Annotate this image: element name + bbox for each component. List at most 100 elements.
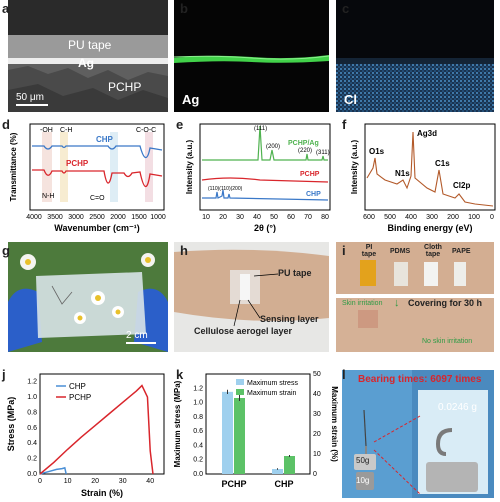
- panel-k-y2tick: 50: [313, 371, 321, 378]
- panel-k-legend: Maximum stress Maximum strain: [236, 379, 298, 397]
- panel-j-series-group: [39, 384, 154, 475]
- panel-c-eds-art: [336, 58, 494, 112]
- panel-j-xtick: 40: [146, 478, 154, 485]
- panel-b-letter: b: [180, 1, 188, 16]
- panel-d-xlabel: Wavenumber (cm⁻¹): [54, 223, 139, 233]
- panel-a-pu-label: PU tape: [68, 38, 112, 52]
- panel-d-letter: d: [2, 117, 10, 132]
- panel-k-bar-pchp-stress: [222, 391, 233, 474]
- panel-f-ag3d: Ag3d: [417, 129, 437, 138]
- panel-k-bars-group: [222, 389, 295, 474]
- panel-j-legend-chp: CHP: [69, 382, 86, 391]
- panel-d-coc-label: C-O-C: [136, 127, 156, 134]
- panel-k-y2tick: 30: [313, 411, 321, 418]
- panel-i-irritation-label: Skin irritation: [342, 300, 383, 307]
- panel-a-ag-label: Ag: [78, 56, 94, 70]
- panel-h-aerogel-label: Cellulose aerogel layer: [194, 326, 293, 336]
- panel-f-xlabel: Binding energy (eV): [387, 223, 472, 233]
- panel-k-ytick: 1.0: [193, 400, 203, 407]
- panel-l-weight-label: 0.0246 g: [438, 402, 477, 413]
- panel-k-ylabel2: Maximum strain (%): [330, 386, 338, 462]
- panel-h-photo: PU tape Sensing layer Cellulose aerogel …: [174, 242, 329, 352]
- panel-i-arrow: ↓: [394, 297, 400, 309]
- panel-j-y-ticks: 0.0 0.2 0.4 0.6 0.8 1.0 1.2: [27, 379, 37, 478]
- panel-e-pchp-legend: PCHP: [300, 171, 320, 178]
- panel-e-tick: 50: [270, 214, 278, 221]
- panel-i-photo-art: [336, 242, 494, 352]
- panel-a-letter: a: [2, 1, 10, 16]
- panel-d-co-label: C=O: [90, 195, 105, 202]
- panel-k-y2tick: 0: [313, 471, 317, 478]
- panel-j-ytick: 0.8: [27, 410, 37, 417]
- panel-a-sem-image: PU tape Ag PCHP 50 μm: [8, 0, 168, 112]
- panel-k-bar-chp-stress: [272, 469, 283, 474]
- panel-g-scale-bar: [126, 342, 156, 344]
- panel-d-tick: 4000: [26, 214, 42, 221]
- panel-j-letter: j: [2, 367, 6, 382]
- panel-f-o1s: O1s: [369, 147, 385, 156]
- panel-k-ytick: 0.4: [193, 442, 203, 449]
- panel-c-cl-label: Cl: [344, 92, 357, 107]
- panel-k-ytick: 0.0: [193, 471, 203, 478]
- panel-e-p311: (311): [316, 150, 330, 156]
- panel-e-xlabel: 2θ (°): [254, 223, 276, 233]
- panel-f-tick: 300: [426, 214, 438, 221]
- panel-i-cloth-label: Cloth tape: [424, 244, 442, 258]
- panel-j-xtick: 30: [119, 478, 127, 485]
- panel-f-c1s: C1s: [435, 159, 450, 168]
- panel-h-photo-art: [174, 242, 329, 352]
- panel-j-ytick: 0.2: [27, 456, 37, 463]
- panel-j-ylabel: Stress (MPa): [6, 397, 16, 452]
- panel-e-tick: 70: [304, 214, 312, 221]
- panel-j-xtick: 0: [38, 478, 42, 485]
- panel-g-letter: g: [2, 243, 10, 258]
- panel-g-scale-label: 2 cm: [126, 330, 148, 341]
- panel-d-ch-label: C-H: [60, 127, 72, 134]
- panel-k-y2tick: 40: [313, 391, 321, 398]
- panel-f-n1s: N1s: [395, 169, 410, 178]
- panel-d-ftir-chart: -OH C-H C-O-C CHP PCHP N-H C=O 4000 3500…: [9, 123, 166, 233]
- panel-c-letter: c: [342, 1, 350, 16]
- panel-e-tick: 80: [321, 214, 329, 221]
- panel-g-photo-art: [8, 242, 168, 352]
- panel-a-scale-bar: [16, 104, 48, 106]
- panel-k-letter: k: [176, 367, 184, 382]
- panel-i-noirritation-label: No skin irritation: [422, 338, 473, 345]
- panel-e-tick: 10: [202, 214, 210, 221]
- panel-k-y2tick: 10: [313, 451, 321, 458]
- panel-k-bar-pchp-strain: [234, 398, 245, 474]
- panel-k-bar-chart: Maximum stress Maximum strain 0.0 0.2 0.…: [173, 371, 338, 489]
- panel-i-pape-label: PAPE: [452, 248, 471, 255]
- panel-a-pchp-label: PCHP: [108, 80, 142, 94]
- panel-j-series-chp: [39, 466, 67, 475]
- panel-k-cat-chp: CHP: [274, 479, 293, 489]
- panel-d-tick: 3000: [68, 214, 84, 221]
- panel-j-ytick: 0.4: [27, 440, 37, 447]
- panel-l-w50: 50g: [356, 456, 370, 465]
- panel-f-ylabel: Intensity (a.u.): [350, 140, 359, 195]
- panel-e-p111: (111): [254, 126, 267, 132]
- panel-i-pi-label: PI tape: [361, 244, 377, 258]
- panel-k-ytick: 0.6: [193, 428, 203, 435]
- panel-f-xps-chart: O1s Ag3d N1s C1s Cl2p 600 500 400 300 20…: [350, 123, 496, 233]
- panel-b-ag-label: Ag: [182, 92, 200, 107]
- panel-f-x-ticks: 600 500 400 300 200 100 0: [363, 214, 494, 221]
- panel-l-bearing-label: Bearing times: 6097 times: [358, 374, 482, 385]
- panel-e-plow: (110)(110)(200): [208, 186, 243, 192]
- panel-d-nh-label: N-H: [42, 193, 54, 200]
- panel-e-tick: 40: [253, 214, 261, 221]
- panel-a-scale-label: 50 μm: [16, 92, 44, 103]
- panel-j-series-pchp: [39, 384, 154, 475]
- panel-l-w10: 10g: [356, 476, 370, 485]
- panel-d-tick: 1000: [150, 214, 166, 221]
- panel-e-ylabel: Intensity (a.u.): [185, 140, 194, 195]
- panel-j-xtick: 10: [64, 478, 72, 485]
- panel-e-tick: 30: [236, 214, 244, 221]
- panel-l-photo-art: [342, 370, 494, 498]
- panel-d-x-ticks: 4000 3500 3000 2500 2000 1500 1000: [26, 214, 166, 221]
- panel-j-legend-pchp: PCHP: [69, 393, 91, 402]
- panel-d-tick: 2000: [110, 214, 126, 221]
- panel-k-y2-ticks: 0 10 20 30 40 50: [313, 371, 321, 478]
- panel-k-legend-strain: Maximum strain: [247, 390, 297, 397]
- panel-f-tick: 0: [490, 214, 494, 221]
